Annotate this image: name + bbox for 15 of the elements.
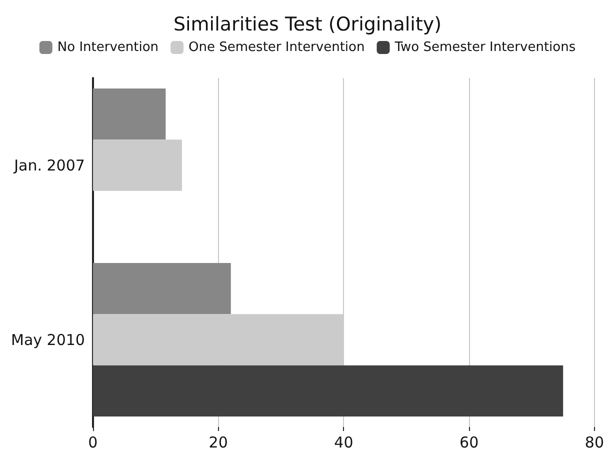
x-tick-label: 0 (88, 434, 98, 452)
chart-title: Similarities Test (Originality) (173, 14, 442, 36)
legend-label: No Intervention (57, 40, 159, 55)
x-tick-label: 40 (334, 434, 354, 452)
x-tick-label: 60 (460, 434, 479, 452)
bar (92, 365, 564, 417)
y-tick-label: May 2010 (11, 330, 85, 349)
x-tick-label: 80 (584, 434, 604, 452)
bar (92, 140, 182, 191)
legend-label: One Semester Intervention (188, 40, 365, 55)
x-tick-label: 20 (208, 434, 228, 452)
bar (92, 262, 231, 314)
y-tick-label: Jan. 2007 (13, 156, 85, 174)
legend-label: Two Semester Interventions (394, 40, 576, 55)
bar (92, 88, 166, 140)
